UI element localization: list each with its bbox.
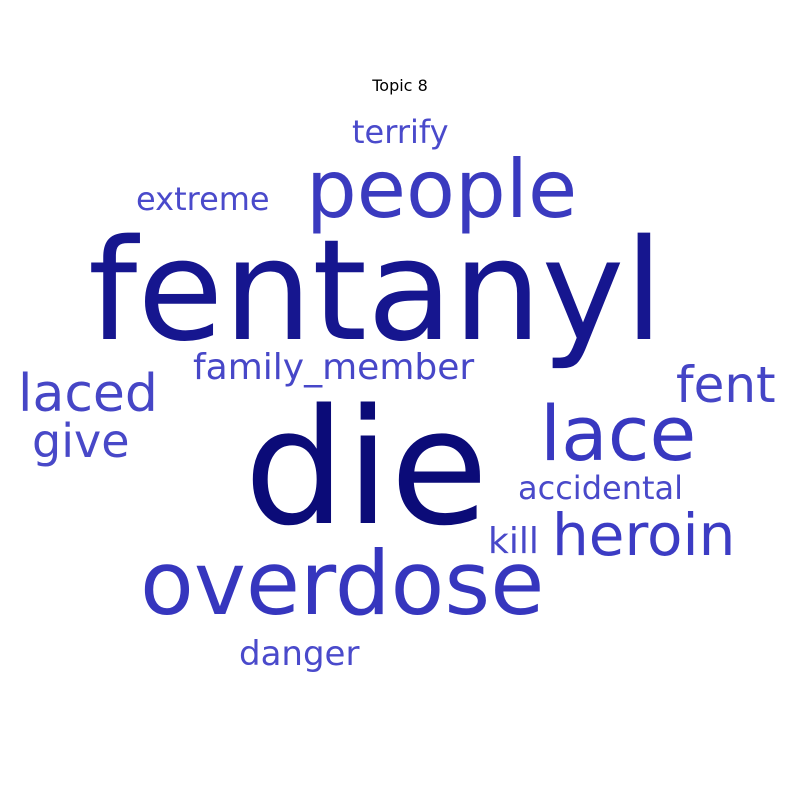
word-danger: danger [239,634,360,674]
word-family-member: family_member [193,347,475,388]
word-heroin: heroin [552,501,736,569]
word-extreme: extreme [136,180,270,218]
chart-title: Topic 8 [372,76,428,95]
word-give: give [32,414,130,468]
word-fentanyl: fentanyl [88,210,664,373]
word-people: people [306,143,578,236]
word-accidental: accidental [518,469,684,507]
word-overdose: overdose [140,532,545,635]
word-lace: lace [540,389,697,478]
word-laced: laced [18,364,158,424]
word-fent: fent [676,356,776,414]
word-kill: kill [488,521,539,562]
word-die: die [244,374,489,561]
word-terrify: terrify [352,113,449,151]
